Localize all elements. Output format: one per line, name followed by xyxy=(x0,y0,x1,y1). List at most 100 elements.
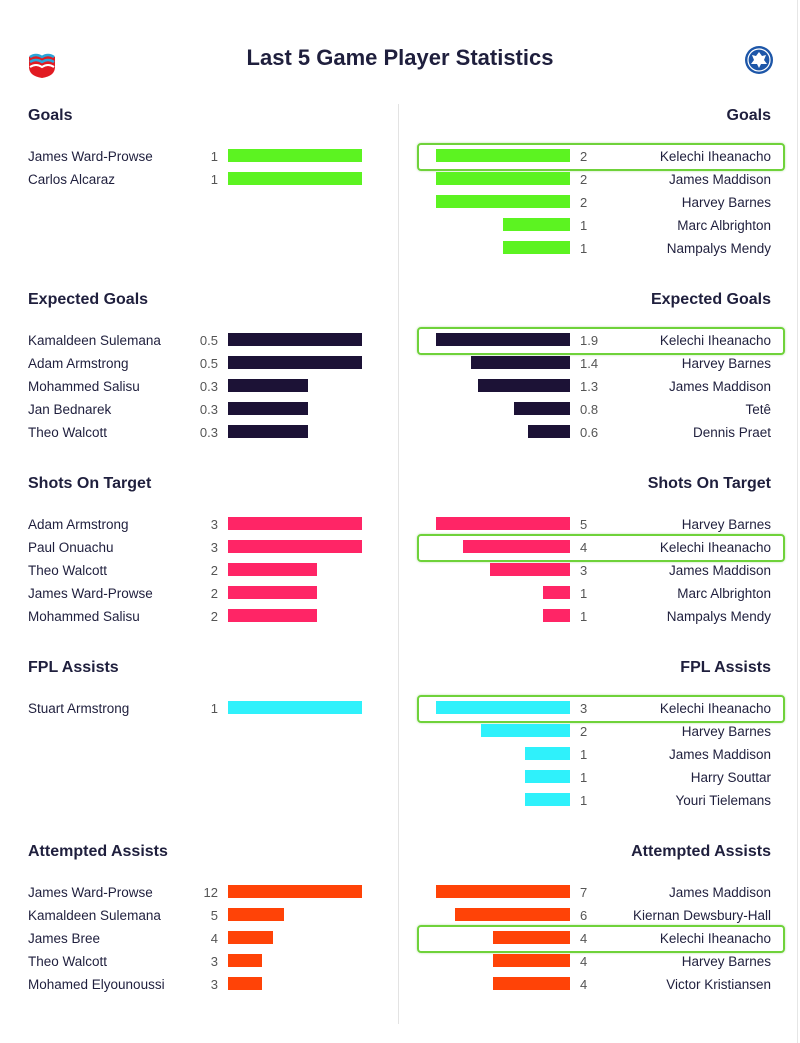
player-name: Adam Armstrong xyxy=(28,356,129,371)
player-name: James Bree xyxy=(28,931,101,946)
stat-bar xyxy=(463,540,570,553)
player-row: Victor Kristiansen 4 xyxy=(0,975,800,995)
player-name: James Maddison xyxy=(668,747,771,762)
stat-value: 2 xyxy=(580,195,588,210)
stat-value: 3 xyxy=(210,540,218,555)
stat-value: 3 xyxy=(210,977,218,992)
stat-bar xyxy=(525,793,570,806)
player-name: Tetê xyxy=(745,402,771,417)
stat-value: 1 xyxy=(580,770,588,785)
player-name: James Maddison xyxy=(668,885,771,900)
stat-value: 12 xyxy=(203,885,218,900)
stat-value: 1.3 xyxy=(580,379,599,394)
stat-bar xyxy=(228,540,362,553)
player-name: Nampalys Mendy xyxy=(666,241,771,256)
player-row: Youri Tielemans 1 xyxy=(0,791,800,811)
leicester-crest-icon xyxy=(745,46,773,74)
stat-bar xyxy=(455,908,570,921)
player-row: Harvey Barnes 5 xyxy=(0,515,800,535)
stat-bar xyxy=(228,333,362,346)
player-row: James Ward-Prowse 12 xyxy=(0,883,800,903)
stat-value: 2 xyxy=(210,563,218,578)
stat-bar xyxy=(228,356,362,369)
stat-bar xyxy=(228,563,317,576)
stat-value: 0.3 xyxy=(199,402,218,417)
section-title-right: FPL Assists xyxy=(680,659,771,676)
section-title-left: Expected Goals xyxy=(28,291,149,308)
player-name: Carlos Alcaraz xyxy=(28,172,116,187)
stat-value: 1 xyxy=(580,218,588,233)
player-row: Kelechi Iheanacho 1.9 xyxy=(0,331,800,351)
stat-bar xyxy=(436,172,570,185)
stat-bar xyxy=(228,908,284,921)
stat-value: 6 xyxy=(580,908,588,923)
player-name: Kelechi Iheanacho xyxy=(659,149,771,164)
stat-value: 1 xyxy=(580,241,588,256)
player-row: Theo Walcott 0.3 xyxy=(0,423,800,443)
page-title: Last 5 Game Player Statistics xyxy=(246,45,554,70)
stat-bar xyxy=(228,402,308,415)
player-name: Harvey Barnes xyxy=(681,954,771,969)
player-name: James Maddison xyxy=(668,379,771,394)
stat-bar xyxy=(228,517,362,530)
section-title-left: Attempted Assists xyxy=(28,843,168,860)
section-title-right: Attempted Assists xyxy=(631,843,771,860)
player-name: Jan Bednarek xyxy=(28,402,112,417)
player-row: Theo Walcott 2 xyxy=(0,561,800,581)
player-row: Kelechi Iheanacho 2 xyxy=(0,147,800,167)
player-row: Kelechi Iheanacho 3 xyxy=(0,699,800,719)
highlight-box xyxy=(417,925,785,953)
stat-bar xyxy=(436,333,570,346)
stat-bar xyxy=(543,586,570,599)
player-row: James Maddison 7 xyxy=(0,883,800,903)
player-row: Nampalys Mendy 1 xyxy=(0,239,800,259)
stat-value: 3 xyxy=(580,563,588,578)
player-row: Nampalys Mendy 1 xyxy=(0,607,800,627)
player-name: James Maddison xyxy=(668,563,771,578)
stat-value: 4 xyxy=(580,954,588,969)
player-name: Marc Albrighton xyxy=(677,586,771,601)
stat-value: 2 xyxy=(210,586,218,601)
player-row: James Maddison 2 xyxy=(0,170,800,190)
player-name: James Ward-Prowse xyxy=(28,586,153,601)
stat-bar xyxy=(493,954,570,967)
player-row: Kiernan Dewsbury-Hall 6 xyxy=(0,906,800,926)
player-row: Harvey Barnes 4 xyxy=(0,952,800,972)
player-row: Harvey Barnes 1.4 xyxy=(0,354,800,374)
player-row: Mohamed Elyounoussi 3 xyxy=(0,975,800,995)
stat-bar xyxy=(543,609,570,622)
stat-value: 1 xyxy=(210,149,218,164)
player-name: Mohammed Salisu xyxy=(28,379,140,394)
player-name: Harvey Barnes xyxy=(681,517,771,532)
player-row: Carlos Alcaraz 1 xyxy=(0,170,800,190)
stat-value: 1 xyxy=(580,793,588,808)
stat-bar xyxy=(436,701,570,714)
player-row: Harvey Barnes 2 xyxy=(0,722,800,742)
section-title-left: Goals xyxy=(28,107,73,124)
highlight-box xyxy=(417,534,785,562)
player-name: Harry Souttar xyxy=(690,770,771,785)
stat-bar xyxy=(503,241,570,254)
player-row: Dennis Praet 0.6 xyxy=(0,423,800,443)
stat-bar xyxy=(528,425,570,438)
player-row: James Maddison 1 xyxy=(0,745,800,765)
player-name: Paul Onuachu xyxy=(28,540,114,555)
stat-bar xyxy=(503,218,570,231)
player-name: Theo Walcott xyxy=(28,954,108,969)
stat-bar xyxy=(436,517,570,530)
stat-value: 4 xyxy=(580,931,588,946)
stat-bar xyxy=(471,356,570,369)
stat-bar xyxy=(436,149,570,162)
section-title-left: FPL Assists xyxy=(28,659,119,676)
player-row: James Ward-Prowse 1 xyxy=(0,147,800,167)
player-name: Adam Armstrong xyxy=(28,517,129,532)
stat-bar xyxy=(228,379,308,392)
stat-value: 4 xyxy=(210,931,218,946)
stat-bar xyxy=(514,402,570,415)
stat-value: 4 xyxy=(580,977,588,992)
stat-value: 2 xyxy=(580,724,588,739)
player-name: Nampalys Mendy xyxy=(666,609,771,624)
stat-bar xyxy=(228,609,317,622)
player-name: Theo Walcott xyxy=(28,563,108,578)
stat-value: 1.9 xyxy=(580,333,599,348)
